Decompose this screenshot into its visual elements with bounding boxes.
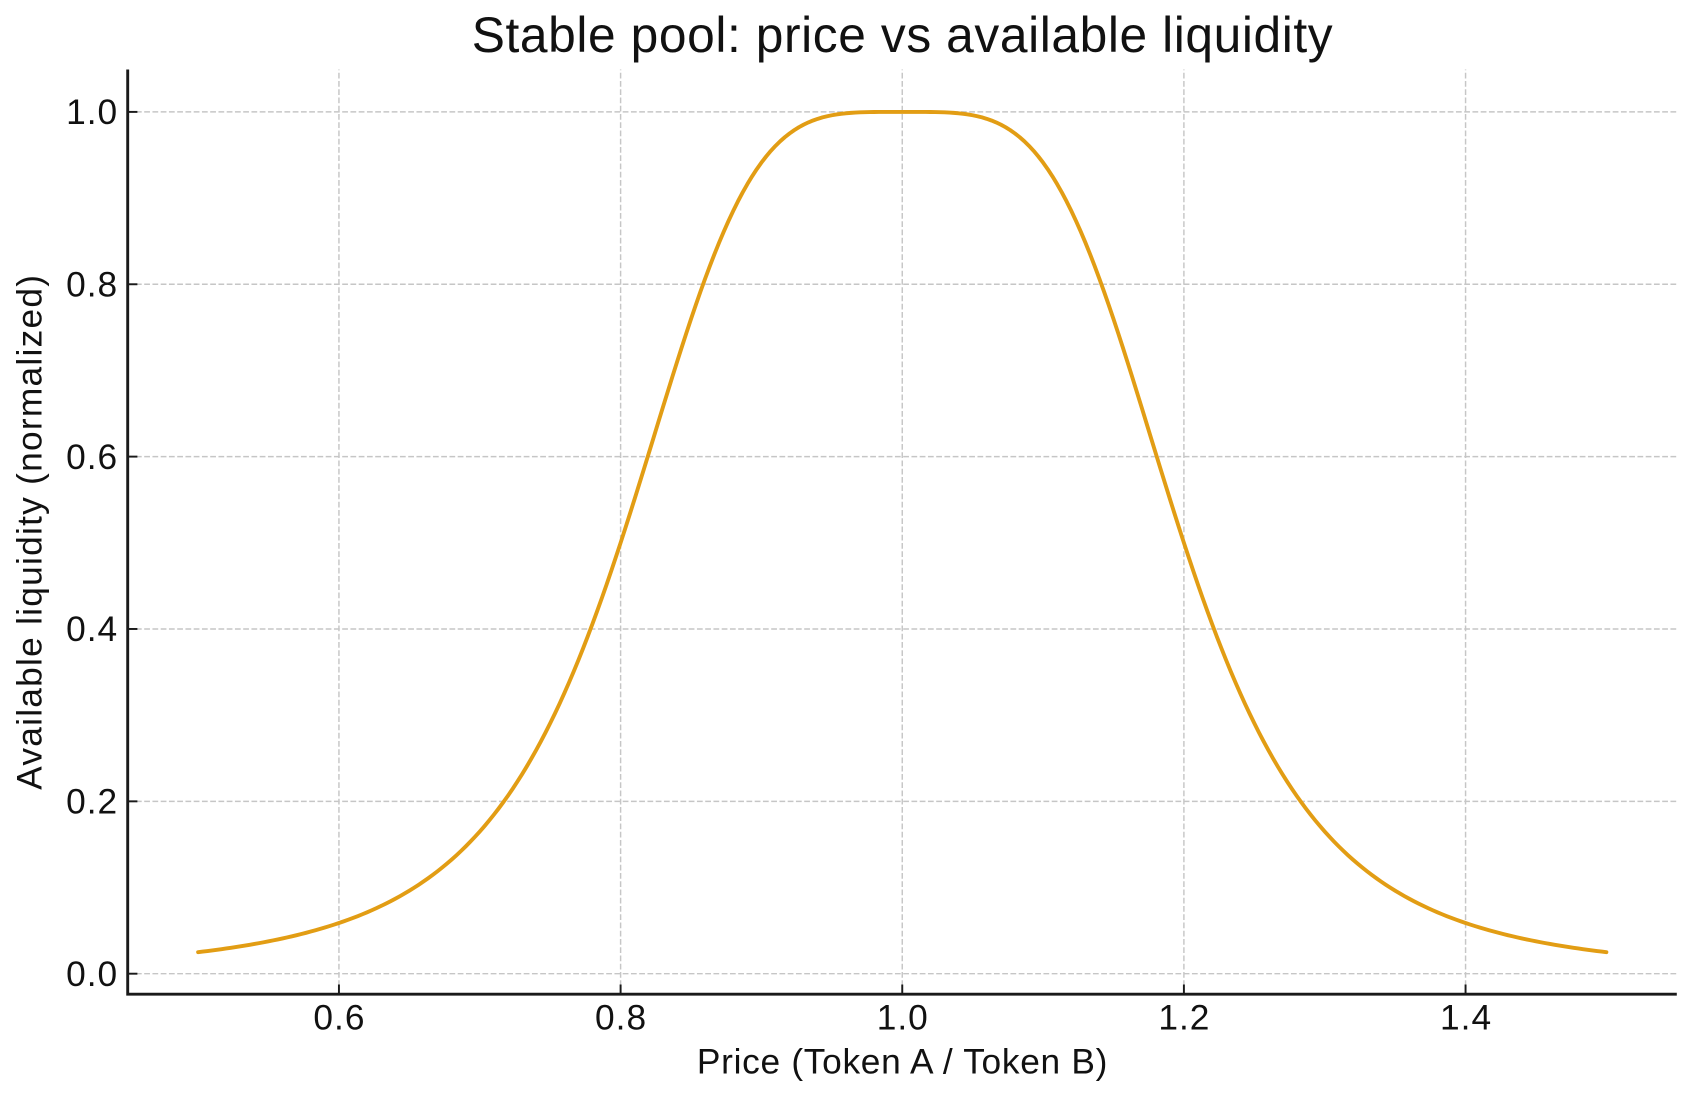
svg-text:0.8: 0.8 — [66, 265, 118, 304]
svg-text:0.8: 0.8 — [595, 999, 647, 1038]
svg-text:Available liquidity (normalize: Available liquidity (normalized) — [11, 274, 50, 790]
svg-text:0.0: 0.0 — [66, 955, 118, 994]
svg-text:1.0: 1.0 — [877, 999, 929, 1038]
svg-text:0.4: 0.4 — [66, 610, 118, 649]
svg-text:Price (Token A / Token B): Price (Token A / Token B) — [697, 1043, 1108, 1082]
svg-text:1.2: 1.2 — [1158, 999, 1210, 1038]
svg-text:1.0: 1.0 — [66, 93, 118, 132]
svg-text:0.6: 0.6 — [313, 999, 365, 1038]
svg-text:1.4: 1.4 — [1440, 999, 1492, 1038]
svg-text:0.6: 0.6 — [66, 438, 118, 477]
svg-text:0.2: 0.2 — [66, 782, 118, 821]
svg-text:Stable pool: price vs availabl: Stable pool: price vs available liquidit… — [472, 7, 1333, 63]
